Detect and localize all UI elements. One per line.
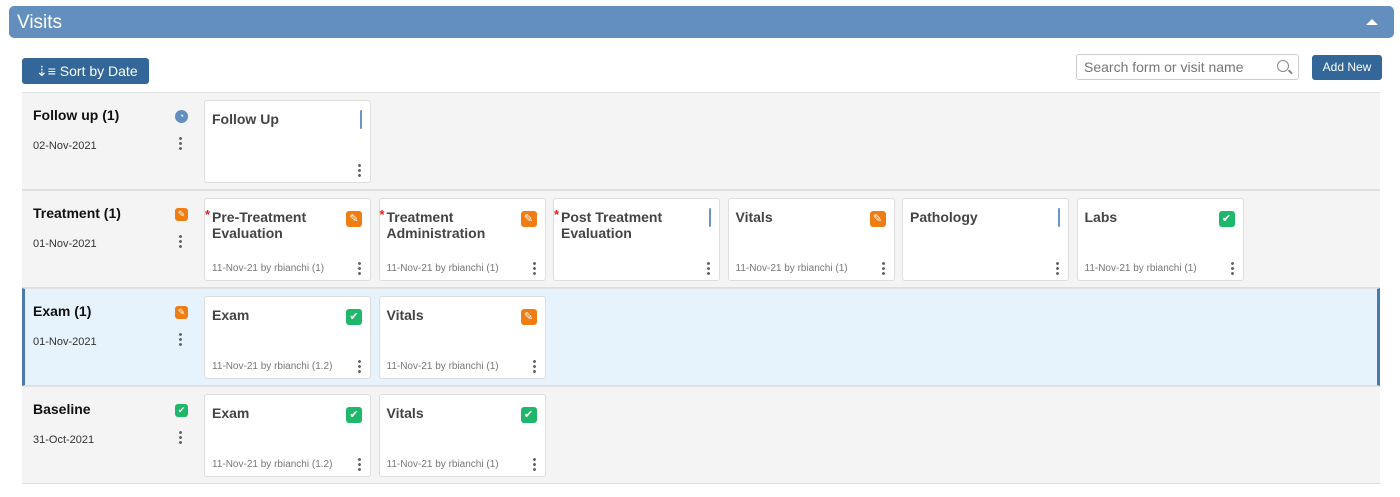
edit-icon: ✎	[520, 309, 537, 325]
visit-name: Baseline	[33, 401, 91, 417]
visit-name: Exam (1)	[33, 303, 92, 319]
form-title: Labs	[1084, 209, 1118, 225]
check-icon: ✔	[346, 309, 362, 325]
form-card[interactable]: * Post Treatment Evaluation	[553, 198, 720, 281]
visit-menu-icon[interactable]	[179, 136, 182, 150]
check-icon: ✔	[175, 404, 188, 417]
form-card[interactable]: Vitals 11-Nov-21 by rbianchi (1) ✎	[378, 296, 546, 379]
form-menu-icon[interactable]	[1056, 261, 1059, 275]
clock-icon: ◔	[175, 110, 188, 123]
visit-date: 02-Nov-2021	[33, 140, 97, 152]
form-menu-icon[interactable]	[881, 261, 885, 275]
form-card[interactable]: Follow Up	[204, 100, 371, 183]
form-meta: 11-Nov-21 by rbianchi (1.2)	[212, 361, 333, 372]
form-menu-icon[interactable]	[358, 261, 361, 275]
visit-name: Treatment (1)	[33, 205, 121, 221]
form-card[interactable]: Labs 11-Nov-21 by rbianchi (1) ✔	[1076, 198, 1244, 281]
document-icon	[1058, 208, 1060, 227]
sort-icon: ⇣≡	[36, 63, 60, 79]
visit-row[interactable]: Follow up (1) 02-Nov-2021 ◔ Follow Up	[22, 92, 1380, 190]
form-meta: 11-Nov-21 by rbianchi (1)	[212, 263, 325, 274]
form-title: Follow Up	[212, 111, 279, 127]
visit-menu-icon[interactable]	[179, 234, 182, 248]
check-icon: ✔	[346, 407, 362, 423]
form-title: Vitals	[386, 405, 424, 421]
visits-panel-header[interactable]: Visits	[9, 6, 1394, 38]
required-marker: *	[205, 207, 211, 222]
required-marker: *	[554, 207, 560, 222]
check-icon: ✔	[520, 407, 537, 423]
edit-icon: ✎	[175, 306, 188, 319]
form-card[interactable]: Exam 11-Nov-21 by rbianchi (1.2) ✔	[204, 296, 371, 379]
form-card[interactable]: Exam 11-Nov-21 by rbianchi (1.2) ✔	[204, 394, 371, 477]
search-icon[interactable]	[1277, 60, 1289, 72]
form-meta: 11-Nov-21 by rbianchi (1)	[1084, 263, 1197, 274]
form-card[interactable]: Vitals 11-Nov-21 by rbianchi (1) ✎	[727, 198, 895, 281]
search-input[interactable]	[1076, 54, 1299, 80]
form-menu-icon[interactable]	[358, 457, 361, 471]
form-menu-icon[interactable]	[707, 261, 710, 275]
form-meta: 11-Nov-21 by rbianchi (1)	[386, 459, 499, 470]
form-title: * Treatment Administration	[379, 207, 486, 241]
edit-icon: ✎	[520, 211, 537, 227]
document-icon	[709, 208, 711, 227]
form-meta: 11-Nov-21 by rbianchi (1)	[386, 361, 499, 372]
form-menu-icon[interactable]	[532, 359, 536, 373]
sort-by-date-button[interactable]: ⇣≡ Sort by Date	[22, 58, 149, 84]
form-card[interactable]: Vitals 11-Nov-21 by rbianchi (1) ✔	[378, 394, 546, 477]
form-meta: 11-Nov-21 by rbianchi (1.2)	[212, 459, 333, 470]
form-card[interactable]: Pathology	[902, 198, 1069, 281]
form-title: Vitals	[735, 209, 773, 225]
visit-date: 01-Nov-2021	[33, 238, 97, 250]
panel-title: Visits	[17, 12, 63, 33]
collapse-caret-icon[interactable]	[1366, 19, 1378, 25]
edit-icon: ✎	[346, 211, 362, 227]
visit-date: 01-Nov-2021	[33, 336, 97, 348]
visit-row[interactable]: Exam (1) 01-Nov-2021 ✎ Exam 11-Nov-21 by …	[22, 288, 1380, 386]
sort-label: Sort by Date	[59, 63, 138, 79]
form-meta: 11-Nov-21 by rbianchi (1)	[386, 263, 499, 274]
form-menu-icon[interactable]	[532, 261, 536, 275]
visit-menu-icon[interactable]	[179, 332, 182, 346]
form-menu-icon[interactable]	[532, 457, 536, 471]
visit-date: 31-Oct-2021	[33, 434, 95, 446]
visit-name: Follow up (1)	[33, 107, 120, 123]
form-title: Pathology	[910, 209, 978, 225]
form-title: * Post Treatment Evaluation	[554, 207, 663, 241]
document-icon	[360, 110, 362, 129]
form-title: * Pre-Treatment Evaluation	[205, 207, 307, 241]
form-menu-icon[interactable]	[358, 359, 361, 373]
edit-icon: ✎	[869, 211, 886, 227]
check-icon: ✔	[1218, 211, 1235, 227]
form-menu-icon[interactable]	[1230, 261, 1234, 275]
visit-menu-icon[interactable]	[179, 430, 182, 444]
form-card[interactable]: * Treatment Administration 11-Nov-21 by r…	[378, 198, 546, 281]
form-title: Vitals	[386, 307, 424, 323]
edit-icon: ✎	[175, 208, 188, 221]
visit-row[interactable]: Treatment (1) 01-Nov-2021 ✎ * Pre-Treatmen…	[22, 190, 1380, 288]
add-new-button[interactable]: Add New	[1312, 55, 1382, 80]
form-title: Exam	[212, 307, 250, 323]
form-title: Exam	[212, 405, 250, 421]
form-meta: 11-Nov-21 by rbianchi (1)	[735, 263, 848, 274]
form-card[interactable]: * Pre-Treatment Evaluation 11-Nov-21 by r…	[204, 198, 371, 281]
required-marker: *	[379, 207, 385, 222]
visit-list: Follow up (1) 02-Nov-2021 ◔ Follow Up Tre…	[22, 92, 1380, 484]
form-menu-icon[interactable]	[358, 163, 361, 177]
visit-row[interactable]: Baseline 31-Oct-2021 ✔ Exam 11-Nov-21 by …	[22, 386, 1380, 484]
